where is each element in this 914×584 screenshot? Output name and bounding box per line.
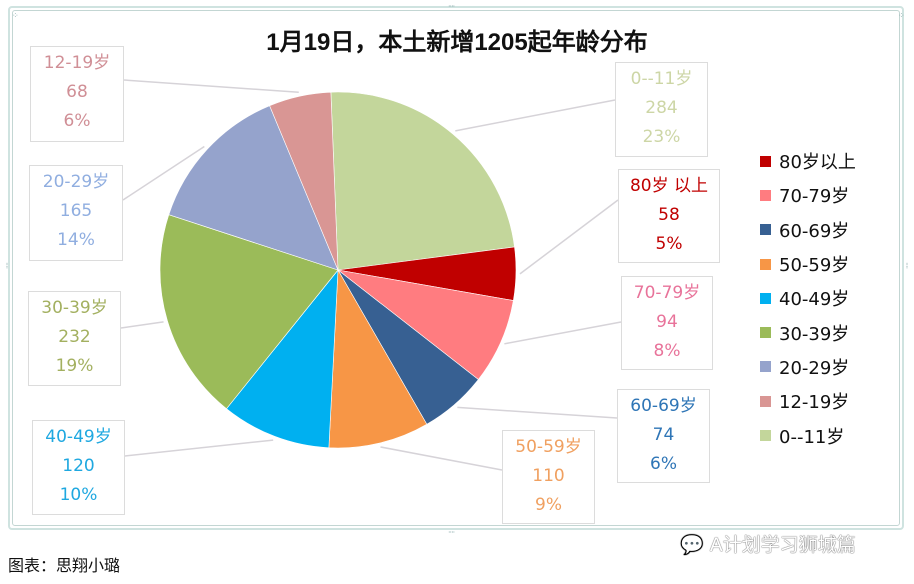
label-name: 20-29岁 xyxy=(42,172,110,192)
label-percent: 6% xyxy=(650,454,677,474)
label-percent: 9% xyxy=(535,495,562,515)
legend-swatch xyxy=(760,224,771,236)
wechat-icon: 💬 xyxy=(680,534,704,556)
resize-handle-top-right[interactable]: ⁘ xyxy=(898,11,905,20)
legend-swatch xyxy=(760,155,771,167)
label-name: 40-49岁 xyxy=(45,427,112,447)
label-value: 165 xyxy=(59,201,93,221)
label-percent: 6% xyxy=(63,111,91,131)
legend-item: 40-49岁 xyxy=(760,281,856,315)
data-label-80plus: 80岁 以上 58 5% xyxy=(618,169,720,263)
watermark: 💬 A计划学习狮城篇 xyxy=(680,534,856,556)
leader-line xyxy=(124,439,274,457)
leader-line xyxy=(504,321,622,345)
data-label-20-29: 20-29岁 165 14% xyxy=(29,165,123,261)
label-name: 30-39岁 xyxy=(41,298,108,318)
legend-item: 20-29岁 xyxy=(760,350,856,384)
label-name: 0--11岁 xyxy=(630,69,693,89)
legend-swatch xyxy=(760,292,771,304)
legend-item: 80岁以上 xyxy=(760,144,856,178)
pie-slice[interactable] xyxy=(226,269,339,449)
chart-legend: 80岁以上 70-79岁 60-69岁 50-59岁 40-49岁 30-39岁… xyxy=(760,144,856,453)
label-value: 94 xyxy=(656,312,678,332)
legend-swatch xyxy=(760,327,771,339)
leader-lines xyxy=(120,79,622,471)
chart-plot-border xyxy=(12,10,900,526)
data-label-60-69: 60-69岁 74 6% xyxy=(617,389,710,483)
data-label-0-11: 0--11岁 284 23% xyxy=(615,62,708,157)
resize-handle-top[interactable]: ···· xyxy=(448,2,455,11)
pie-slice[interactable] xyxy=(159,214,339,410)
leader-line xyxy=(455,99,616,132)
legend-item: 50-59岁 xyxy=(760,247,856,281)
leader-line xyxy=(380,446,503,471)
label-percent: 23% xyxy=(642,127,681,147)
legend-item: 0--11岁 xyxy=(760,418,856,452)
pie-slice[interactable] xyxy=(168,105,339,271)
pie-slice[interactable] xyxy=(328,268,428,449)
resize-handle-top-left[interactable]: ⁘ xyxy=(12,11,19,20)
legend-swatch xyxy=(760,395,771,407)
chart-credit: 图表：思翔小璐 xyxy=(8,556,121,575)
label-value: 74 xyxy=(652,425,675,445)
label-value: 68 xyxy=(66,82,88,102)
resize-handle-bottom[interactable]: ···· xyxy=(448,528,455,537)
label-percent: 8% xyxy=(653,341,681,361)
resize-handle-left[interactable]: ···· xyxy=(2,262,11,269)
label-name: 50-59岁 xyxy=(515,437,582,457)
pie-slices xyxy=(159,91,517,449)
data-label-30-39: 30-39岁 232 19% xyxy=(28,291,121,386)
label-name: 12-19岁 xyxy=(43,53,111,73)
legend-swatch xyxy=(760,430,771,442)
legend-item: 60-69岁 xyxy=(760,213,856,247)
legend-swatch xyxy=(760,189,771,201)
legend-item: 30-39岁 xyxy=(760,315,856,349)
legend-item: 70-79岁 xyxy=(760,178,856,212)
leader-line xyxy=(457,406,618,419)
label-name: 70-79岁 xyxy=(633,283,701,303)
leader-line xyxy=(122,145,205,201)
legend-swatch xyxy=(760,258,771,270)
label-name: 60-69岁 xyxy=(630,396,697,416)
label-value: 58 xyxy=(658,205,680,225)
label-percent: 14% xyxy=(57,230,95,250)
data-label-50-59: 50-59岁 110 9% xyxy=(502,430,595,524)
pie-slice[interactable] xyxy=(330,91,515,271)
label-value: 120 xyxy=(62,456,95,476)
label-name: 80岁 以上 xyxy=(629,176,709,196)
leader-line xyxy=(123,79,299,94)
legend-swatch xyxy=(760,361,771,373)
label-value: 284 xyxy=(645,98,678,118)
data-label-12-19: 12-19岁 68 6% xyxy=(30,46,124,142)
leader-line xyxy=(519,199,619,275)
leader-line xyxy=(120,321,164,329)
data-label-40-49: 40-49岁 120 10% xyxy=(32,420,125,515)
label-percent: 5% xyxy=(655,234,683,254)
label-value: 110 xyxy=(532,466,565,486)
label-value: 232 xyxy=(58,327,91,347)
resize-handle-right[interactable]: ···· xyxy=(902,262,911,269)
chart-title: 1月19日，本土新增1205起年龄分布 xyxy=(266,29,648,56)
data-label-70-79: 70-79岁 94 8% xyxy=(621,276,713,370)
pie-slice[interactable] xyxy=(269,91,339,271)
label-percent: 10% xyxy=(59,485,98,505)
legend-item: 12-19岁 xyxy=(760,384,856,418)
label-percent: 19% xyxy=(55,356,94,376)
